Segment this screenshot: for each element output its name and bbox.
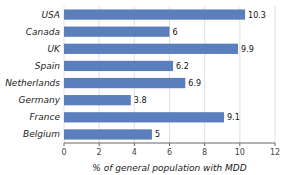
category-label: Belgium bbox=[23, 129, 60, 139]
tick-label: 8 bbox=[202, 148, 207, 157]
chart-svg: 0 2 4 6 8 10 12 % of general population with MD… bbox=[0, 0, 287, 175]
bar bbox=[64, 9, 245, 19]
category-label: Canada bbox=[26, 27, 60, 37]
bar bbox=[64, 95, 131, 105]
x-axis: 0 2 4 6 8 10 12 bbox=[61, 143, 280, 157]
bar bbox=[64, 129, 152, 139]
tick-label: 10 bbox=[235, 148, 245, 157]
x-axis-label: % of general population with MDD bbox=[92, 163, 246, 173]
tick-label: 2 bbox=[97, 148, 102, 157]
data-label: 5 bbox=[155, 130, 160, 139]
data-label: 6.9 bbox=[188, 79, 201, 88]
bar bbox=[64, 44, 238, 54]
category-label: Netherlands bbox=[5, 78, 60, 88]
category-label: Germany bbox=[18, 95, 60, 105]
bars bbox=[64, 9, 245, 139]
chart-container: 0 2 4 6 8 10 12 % of general population with MD… bbox=[0, 0, 287, 175]
data-label: 9.9 bbox=[241, 45, 254, 54]
bar bbox=[64, 112, 224, 122]
category-label: UK bbox=[48, 44, 62, 54]
tick-label: 0 bbox=[61, 148, 66, 157]
bar bbox=[64, 27, 170, 37]
labels: 10.3 USA 6 Canada 9.9 UK 6.2 Spain 6.9 Netherland… bbox=[5, 10, 266, 140]
axis-line bbox=[64, 143, 275, 144]
data-label: 10.3 bbox=[248, 11, 266, 20]
tick-label: 4 bbox=[132, 148, 137, 157]
bar bbox=[64, 61, 173, 71]
grid-line bbox=[275, 6, 276, 143]
data-label: 6 bbox=[173, 28, 178, 37]
data-label: 6.2 bbox=[176, 62, 189, 71]
category-label: France bbox=[29, 112, 60, 122]
category-label: Spain bbox=[35, 61, 60, 71]
tick-label: 12 bbox=[270, 148, 280, 157]
data-label: 3.8 bbox=[134, 96, 147, 105]
grid-line bbox=[239, 6, 240, 143]
grid bbox=[64, 6, 275, 143]
tick-label: 6 bbox=[167, 148, 172, 157]
bar bbox=[64, 78, 185, 88]
category-label: USA bbox=[42, 10, 60, 20]
data-label: 9.1 bbox=[227, 113, 240, 122]
